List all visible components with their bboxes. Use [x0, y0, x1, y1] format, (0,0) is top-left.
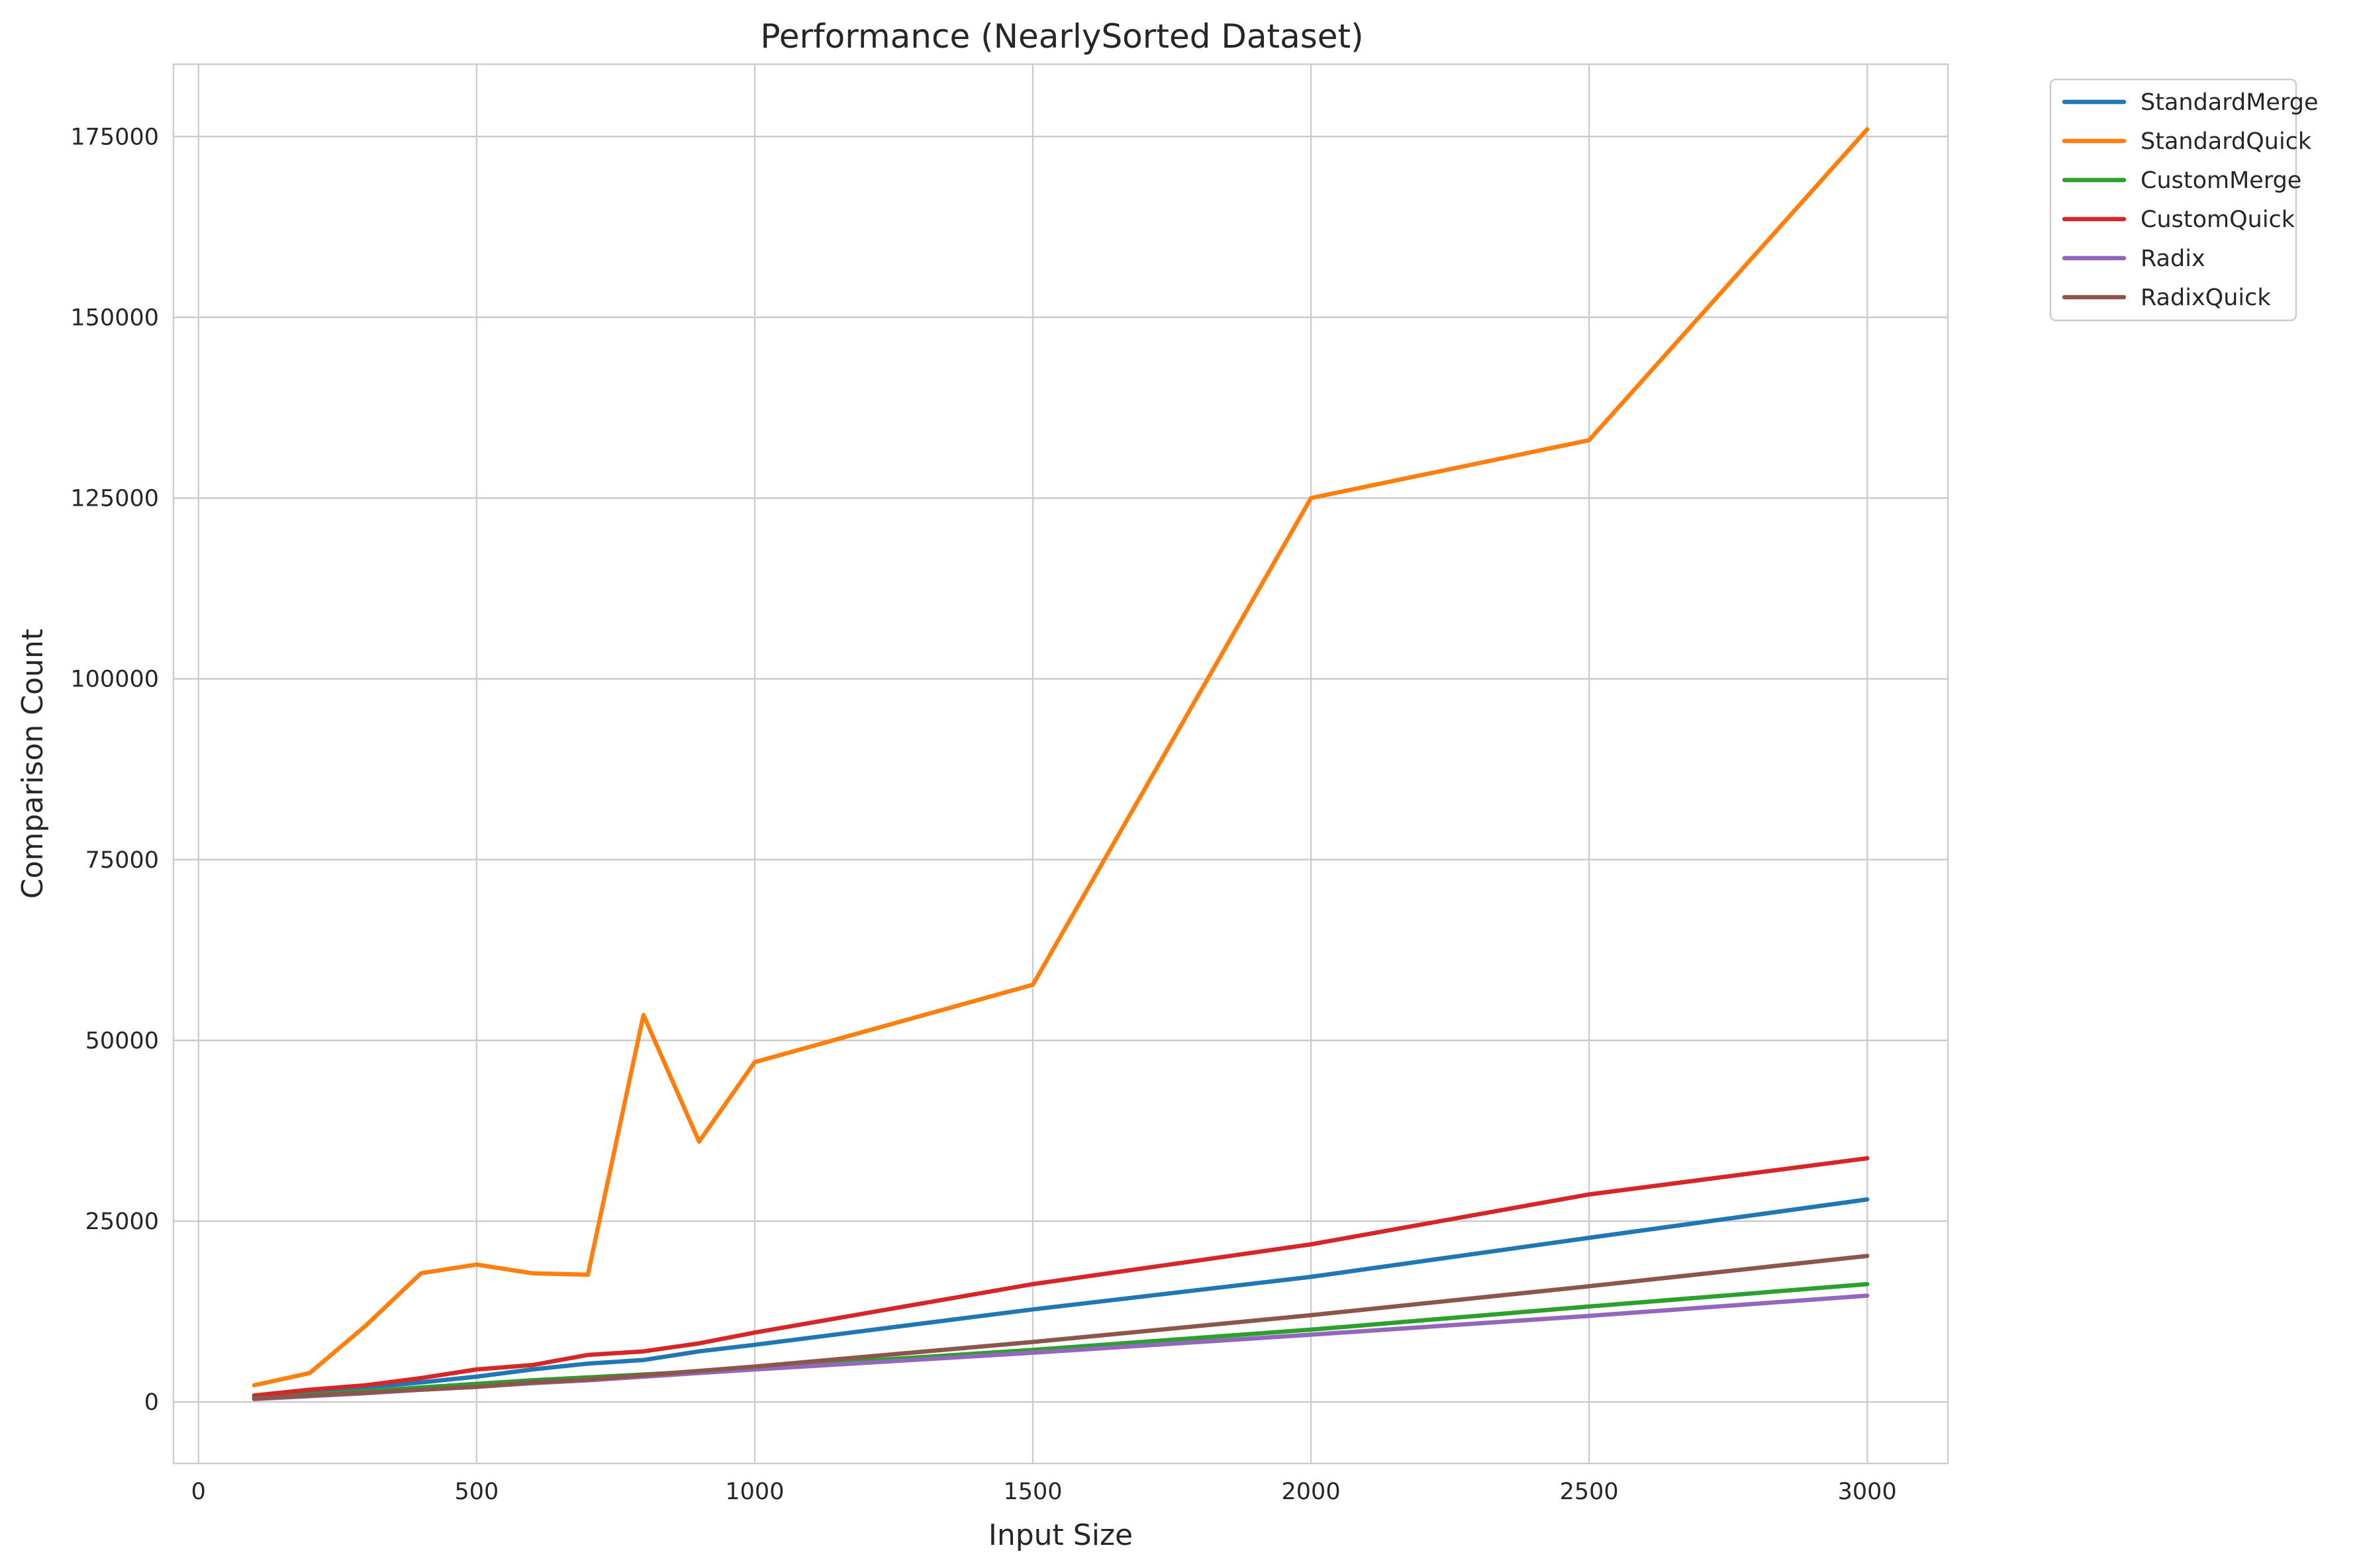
- legend-label-standardquick: StandardQuick: [2141, 128, 2312, 155]
- y-axis-label: Comparison Count: [16, 629, 50, 899]
- legend-label-standardmerge: StandardMerge: [2141, 89, 2318, 116]
- y-tick-label: 100000: [70, 667, 159, 693]
- y-tick-label: 25000: [85, 1209, 159, 1235]
- legend-label-radixquick: RadixQuick: [2141, 285, 2271, 311]
- chart-title: Performance (NearlySorted Dataset): [760, 17, 1363, 56]
- plot-frame: [172, 63, 1949, 1465]
- y-tick-label: 75000: [85, 847, 159, 874]
- y-tick-label: 150000: [70, 304, 159, 331]
- y-axis-ticks: 0 25000 50000 75000 100000 125000 150000 175000: [70, 124, 159, 1416]
- x-tick-label: 0: [191, 1479, 206, 1505]
- y-tick-label: 50000: [85, 1028, 159, 1054]
- series-line-radixquick: [252, 1254, 1870, 1401]
- y-tick-label: 175000: [70, 124, 159, 150]
- plot-area: [172, 63, 1949, 1465]
- legend-items: StandardMerge StandardQuick CustomMerge Cus…: [2062, 89, 2318, 311]
- legend-label-customquick: CustomQuick: [2141, 207, 2295, 233]
- series-line-standardquick: [252, 127, 1870, 1388]
- x-tick-label: 1500: [1003, 1479, 1062, 1505]
- legend-label-custommerge: CustomMerge: [2141, 167, 2301, 194]
- y-tick-label: 0: [144, 1389, 159, 1416]
- x-tick-label: 2000: [1282, 1479, 1341, 1505]
- x-tick-label: 1000: [725, 1479, 784, 1505]
- y-tick-label: 125000: [70, 486, 159, 512]
- series-line-customquick: [252, 1156, 1870, 1398]
- series-line-standardmerge: [252, 1197, 1870, 1401]
- series-lines: [252, 127, 1870, 1402]
- legend: StandardMerge StandardQuick CustomMerge Cus…: [2049, 78, 2318, 322]
- x-axis-ticks: 0 500 1000 1500 2000 2500 3000: [191, 1479, 1897, 1505]
- x-tick-label: 2500: [1560, 1479, 1619, 1505]
- legend-label-radix: Radix: [2141, 246, 2205, 272]
- x-axis-label: Input Size: [988, 1518, 1133, 1552]
- x-tick-label: 500: [454, 1479, 499, 1505]
- gridlines: [173, 64, 1948, 1463]
- x-tick-label: 3000: [1838, 1479, 1897, 1505]
